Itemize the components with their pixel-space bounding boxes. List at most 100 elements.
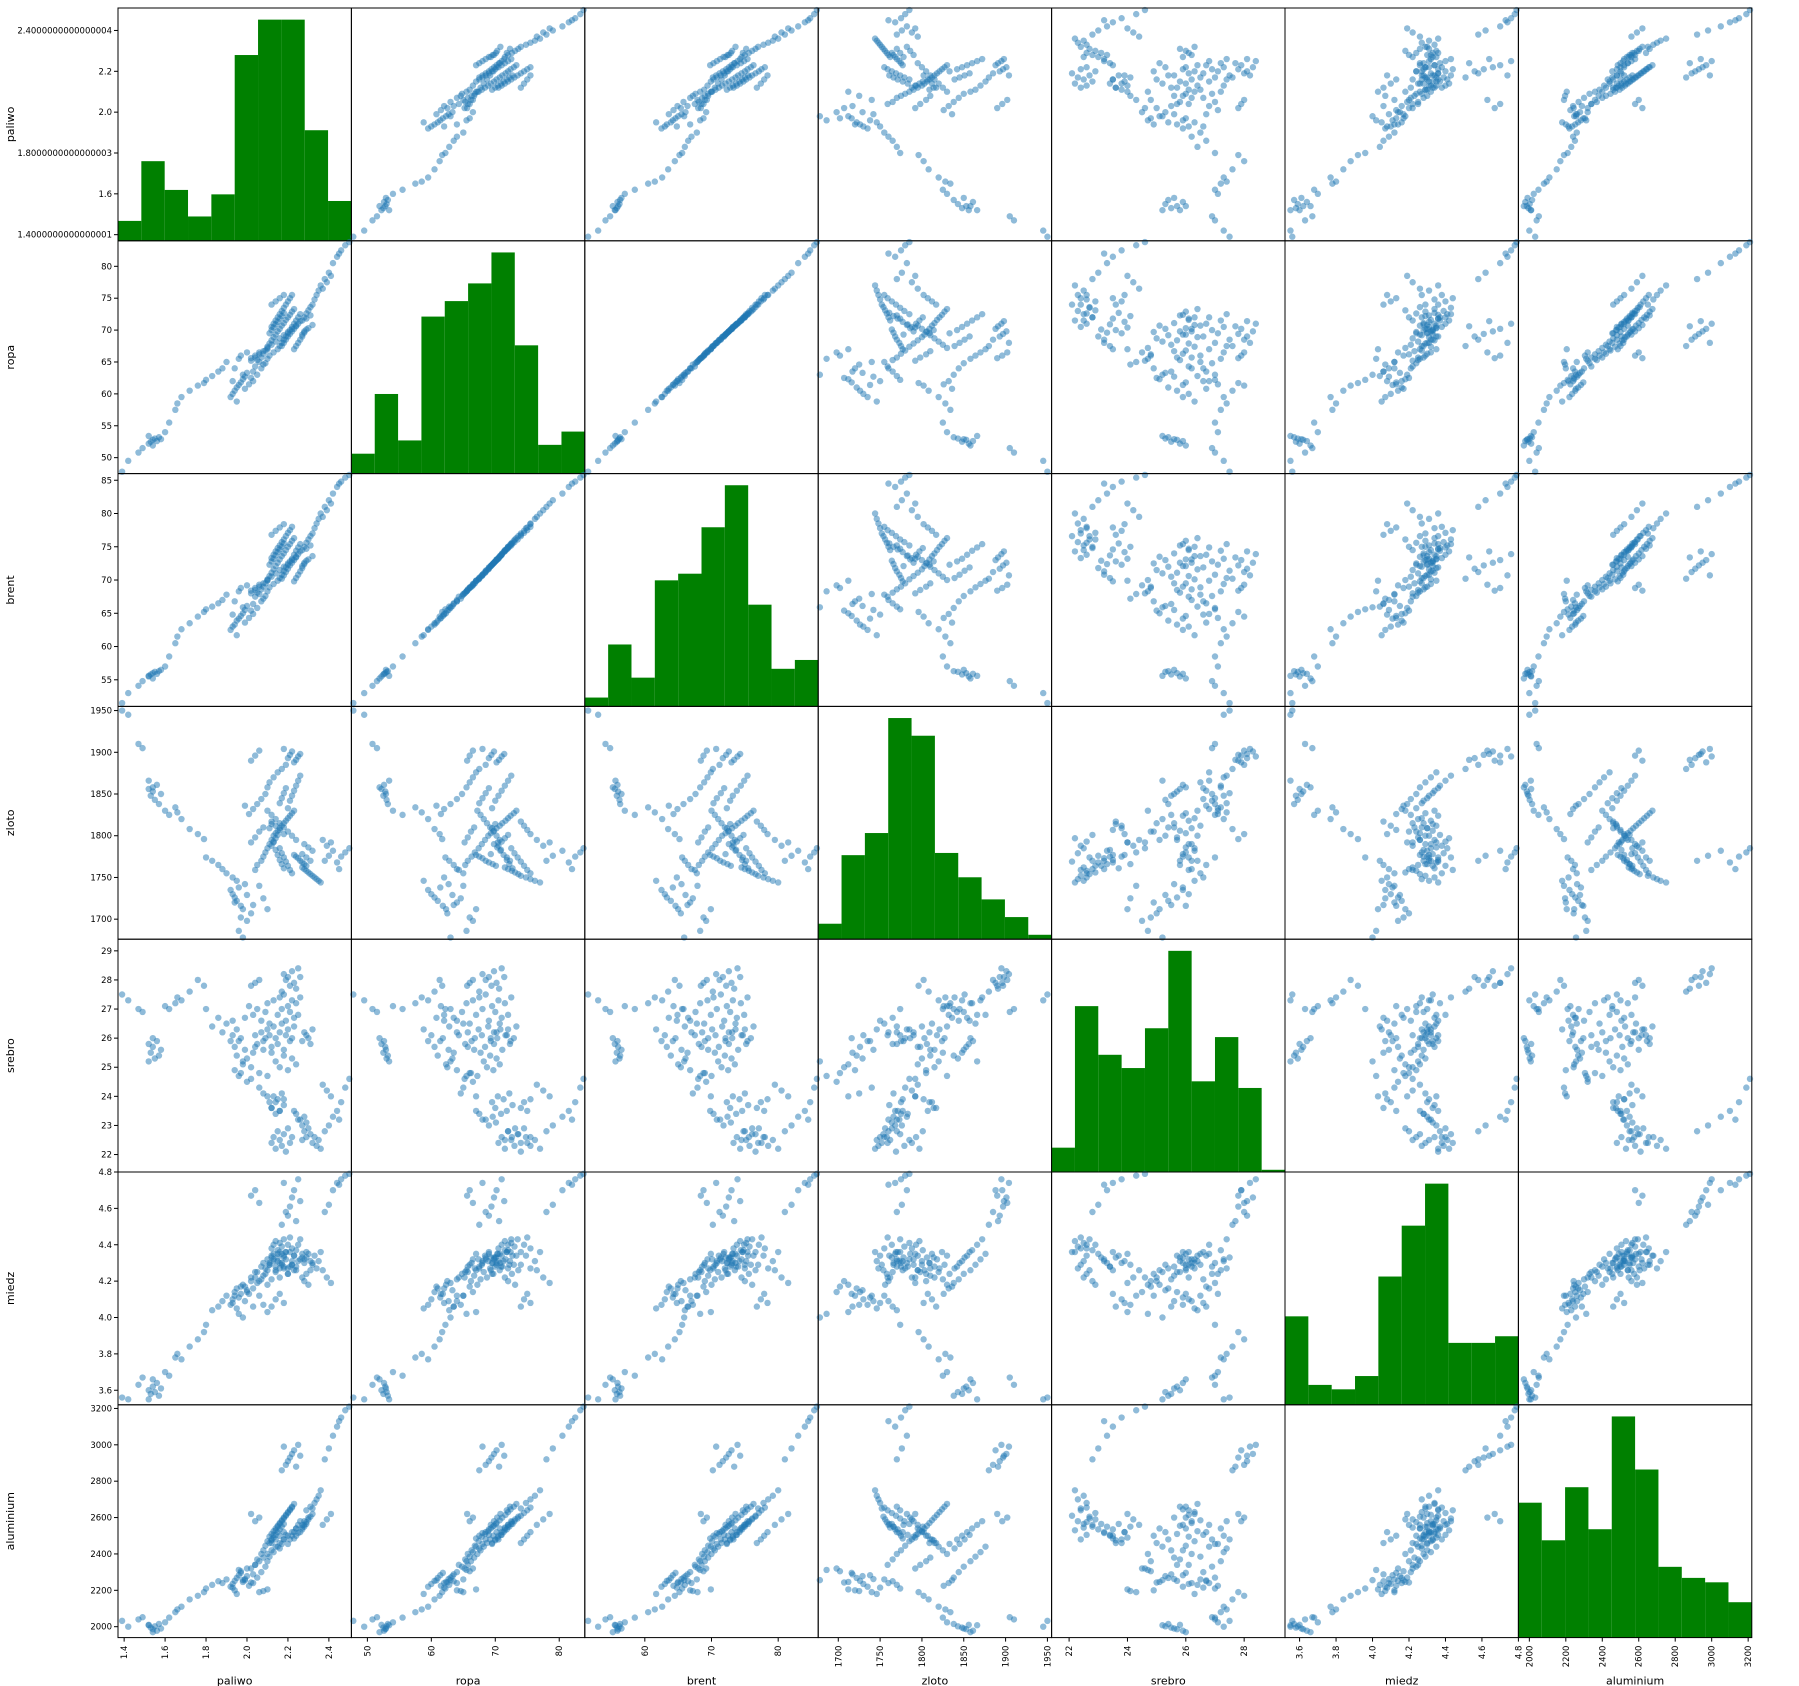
point-zloto-miedz-19 [1347,830,1354,838]
point-paliwo-ropa-158 [461,104,468,112]
point-ropa-srebro-121 [1141,238,1149,246]
point-paliwo-miedz-91 [1465,59,1473,67]
point-srebro-zloto-20 [915,982,922,989]
point-srebro-brent-17 [658,997,666,1004]
point-ropa-srebro-145 [1205,314,1213,321]
hist-bar-ropa-6 [491,252,515,474]
point-paliwo-zloto-156 [922,96,930,104]
point-srebro-brent-137 [713,1005,721,1013]
point-paliwo-srebro-91 [1232,59,1239,67]
point-paliwo-srebro-57 [1176,78,1184,85]
point-brent-paliwo-125 [327,500,335,507]
point-brent-ropa-36 [420,632,427,639]
point-zloto-aluminium-39 [1584,917,1591,925]
point-srebro-miedz-65 [1431,1023,1438,1030]
point-ropa-zloto-128 [955,365,962,372]
point-ropa-zloto-18 [925,387,932,394]
point-zloto-brent-126 [674,805,681,813]
point-brent-zloto-15 [947,640,954,647]
point-srebro-miedz-72 [1447,1130,1455,1138]
point-brent-miedz-113 [1425,515,1433,523]
point-paliwo-zloto-41 [849,102,856,110]
point-ropa-zloto-14 [939,419,947,426]
point-srebro-brent-80 [732,1110,740,1118]
point-srebro-paliwo-35 [231,1066,238,1074]
point-paliwo-srebro-153 [1168,84,1175,91]
point-srebro-zloto-153 [939,1049,947,1056]
point-srebro-ropa-167 [524,1107,531,1115]
point-zloto-brent-127 [680,800,687,808]
point-paliwo-zloto-142 [958,64,966,71]
point-paliwo-srebro-140 [1214,68,1222,75]
point-ropa-brent-125 [784,272,792,280]
point-zloto-aluminium-90 [1706,745,1714,753]
point-srebro-brent-114 [774,1145,782,1152]
point-srebro-paliwo-37 [229,1017,236,1024]
point-ropa-miedz-34 [1396,369,1404,377]
point-paliwo-aluminium-115 [1693,31,1701,38]
point-paliwo-miedz-119 [1507,15,1515,22]
point-ropa-zloto-115 [893,275,901,283]
point-ropa-miedz-122 [1502,250,1509,257]
point-srebro-zloto-143 [963,1014,971,1021]
point-ropa-miedz-92 [1507,320,1515,327]
point-ropa-miedz-150 [1413,328,1420,336]
point-brent-miedz-19 [1347,613,1354,620]
point-ropa-paliwo-65 [290,305,298,313]
point-ropa-srebro-153 [1168,341,1175,348]
point-srebro-brent-77 [723,1098,731,1106]
point-paliwo-srebro-52 [1191,88,1198,95]
point-brent-miedz-18 [1340,620,1347,627]
point-paliwo-miedz-43 [1369,113,1376,120]
point-srebro-zloto-34 [859,1055,866,1062]
point-brent-paliwo-168 [280,520,288,528]
point-zloto-srebro-23 [1203,861,1210,869]
point-brent-srebro-17 [1220,626,1227,633]
point-paliwo-aluminium-120 [1743,10,1750,18]
point-brent-miedz-135 [1433,577,1440,584]
point-zloto-aluminium-44 [1560,882,1568,889]
point-zloto-miedz-116 [1482,852,1489,859]
point-paliwo-miedz-46 [1374,88,1382,95]
point-zloto-paliwo-156 [256,828,263,835]
point-ropa-srebro-125 [1124,272,1131,280]
point-brent-aluminium-128 [1580,598,1588,605]
point-ropa-zloto-3 [1006,444,1013,452]
point-srebro-paliwo-43 [239,1058,247,1065]
point-srebro-miedz-11 [1287,1058,1294,1065]
point-brent-zloto-130 [940,614,947,622]
point-brent-miedz-155 [1411,580,1418,587]
point-ropa-srebro-73 [1068,301,1076,308]
point-paliwo-brent-22 [681,143,689,151]
point-paliwo-srebro-158 [1141,104,1149,112]
point-brent-srebro-133 [1197,584,1204,591]
point-brent-srebro-54 [1173,569,1181,576]
point-zloto-miedz-155 [1411,824,1418,831]
point-srebro-ropa-104 [485,1122,493,1129]
point-paliwo-aluminium-160 [1635,47,1642,55]
point-paliwo-srebro-15 [1217,180,1225,187]
point-paliwo-zloto-80 [904,80,911,87]
point-ropa-srebro-104 [1095,333,1102,340]
hist-bar-brent-1 [608,644,632,707]
point-srebro-ropa-161 [497,1026,504,1033]
point-ropa-aluminium-108 [1620,339,1627,347]
point-srebro-ropa-91 [495,985,503,992]
point-srebro-paliwo-155 [260,1046,267,1053]
point-brent-miedz-128 [1407,598,1415,605]
point-paliwo-miedz-97 [1491,104,1498,112]
point-paliwo-ropa-146 [508,55,515,63]
hist-bar-paliwo-8 [304,130,329,241]
cell-paliwo-ropa [350,6,587,242]
point-paliwo-zloto-137 [956,74,963,81]
point-ropa-aluminium-89 [1688,336,1695,343]
point-ropa-srebro-100 [1092,307,1099,314]
point-srebro-ropa-9 [384,1052,392,1059]
hist-bar-brent-2 [631,677,655,707]
point-ropa-srebro-97 [1235,354,1242,362]
point-brent-srebro-163 [1185,545,1192,552]
point-zloto-srebro-57 [1176,827,1184,834]
point-paliwo-aluminium-18 [1553,166,1560,173]
point-brent-srebro-9 [1165,667,1172,675]
point-srebro-paliwo-62 [284,1026,292,1033]
